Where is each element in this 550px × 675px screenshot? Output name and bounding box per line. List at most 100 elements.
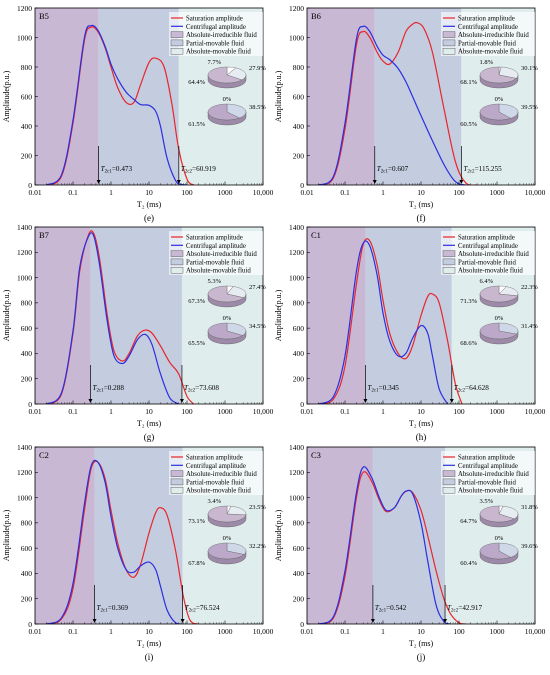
- cutoff-subscript: 2c1: [379, 608, 387, 613]
- x-tick-label: 0.1: [68, 188, 78, 197]
- y-tick-label: 600: [293, 544, 305, 553]
- x-tick-label: 100: [181, 188, 193, 197]
- cutoff-value: =0.369: [108, 604, 129, 612]
- pie-bottom-slice-c: [207, 103, 241, 121]
- x-tick-label: 0.01: [300, 407, 313, 416]
- pie-top-label: 64.4%: [188, 79, 205, 86]
- pie-bottom-label: 38.5%: [249, 104, 266, 111]
- pie-top-label: 31.8%: [521, 504, 538, 511]
- y-tick-label: 0: [300, 181, 304, 190]
- centrifugal-line: [318, 240, 449, 404]
- legend-entry: Absolute-irreducible fluid: [458, 251, 529, 258]
- cutoff-arrowhead-c1: [96, 180, 101, 184]
- legend-swatch-box: [442, 48, 456, 55]
- cutoff-value: =115.255: [475, 165, 503, 173]
- cutoff-arrowhead-c1: [370, 619, 375, 623]
- pie-chart-top: 3.5% 31.8% 64.7%: [460, 498, 538, 528]
- pie-bottom-label: 60.5%: [460, 121, 477, 128]
- legend-swatch-box: [442, 250, 456, 257]
- y-tick-label: 1200: [17, 248, 32, 257]
- pie-top-slice-b: [498, 66, 519, 79]
- panel-letter: (j): [417, 652, 426, 662]
- legend-swatch-box: [170, 267, 184, 274]
- y-tick-label: 800: [293, 299, 305, 308]
- y-tick-label: 0: [28, 181, 32, 190]
- sample-label: B7: [39, 230, 49, 240]
- pie-chart-bottom: 0% 39.5% 60.5%: [460, 96, 538, 128]
- irreducible-zone: [307, 227, 366, 404]
- cutoff-subscript: 2c1: [101, 608, 109, 613]
- x-tick-label: 10: [145, 407, 153, 416]
- pie-top-label: 30.1%: [521, 65, 538, 72]
- legend-swatch-box: [170, 470, 184, 477]
- pie-top-label: 27.9%: [249, 65, 266, 72]
- legend-swatch-box: [442, 39, 456, 47]
- y-tick-label: 600: [293, 324, 305, 333]
- x-tick-label: 100: [181, 407, 193, 416]
- cutoff-symbol: T: [92, 384, 97, 392]
- x-tick-label: 0.01: [28, 188, 41, 197]
- legend-swatch-box: [442, 478, 456, 486]
- y-tick-label: 600: [21, 544, 33, 553]
- pie-bottom-slice-b: [226, 103, 247, 119]
- chart-panel-b5: 0 200 400 600 800 1000 1200 0.01 0.1 1 10 100 1000 10…: [2, 4, 274, 223]
- centrifugal-line: [46, 24, 188, 185]
- panel-letter: (i): [145, 652, 154, 662]
- legend-swatch-box: [442, 31, 456, 38]
- partial-movable-zone: [94, 447, 183, 624]
- pie-bottom-slice-b: [498, 542, 519, 558]
- cutoff-value: =42.917: [458, 604, 482, 612]
- cutoff-arrowhead-c1: [88, 399, 93, 403]
- x-tick-label: 100: [181, 627, 193, 636]
- y-axis-label: Amplitude(p.u.): [274, 509, 283, 561]
- cutoff-label-c1: T2c1=0.542: [375, 604, 407, 614]
- pie-bottom-slice-b: [226, 542, 247, 555]
- y-tick-label: 200: [21, 151, 33, 160]
- y-tick-label: 400: [21, 122, 33, 131]
- cutoff-arrowhead-c1: [363, 399, 368, 403]
- x-tick-label: 1000: [490, 627, 505, 636]
- legend-swatch-box: [442, 470, 456, 477]
- x-tick-label: 1000: [490, 188, 505, 197]
- pie-top-slice-b: [226, 67, 247, 81]
- sample-label: C1: [311, 230, 321, 240]
- y-tick-label: 800: [293, 519, 305, 528]
- x-tick-label: 1000: [490, 407, 505, 416]
- legend-entry: Partial-movable fluid: [186, 40, 245, 47]
- legend-entry: Centrifugal amplitude: [186, 463, 246, 470]
- y-tick-label: 1000: [289, 493, 304, 502]
- pie-chart-top: 7.7% 27.9% 64.4%: [188, 59, 266, 89]
- y-tick-label: 0: [28, 620, 32, 629]
- partial-movable-zone: [365, 227, 452, 404]
- cutoff-subscript: 2c2: [185, 169, 193, 174]
- pie-top-label: 22.3%: [521, 284, 538, 291]
- pie-bottom-slice-c: [207, 542, 245, 560]
- y-tick-label: 1200: [289, 248, 304, 257]
- x-tick-label: 0.1: [68, 627, 78, 636]
- cutoff-label-c1: T2c1=0.369: [97, 604, 129, 614]
- legend-entry: Absolute-irreducible fluid: [186, 251, 257, 258]
- legend-swatch-box: [442, 487, 456, 494]
- x-tick-label: 0.01: [28, 627, 41, 636]
- cutoff-symbol: T: [367, 384, 372, 392]
- pie-top-label: 27.4%: [249, 284, 266, 291]
- legend-box: [441, 231, 535, 275]
- y-tick-label: 1400: [17, 223, 32, 232]
- centrifugal-line: [46, 459, 184, 624]
- irreducible-zone: [35, 447, 95, 624]
- panel-letter: (g): [144, 432, 155, 442]
- cutoff-label-c1: T2c1=0.288: [92, 384, 124, 394]
- legend-entry: Absolute-movable fluid: [458, 49, 523, 56]
- legend-entry: Centrifugal amplitude: [186, 243, 246, 250]
- legend-swatch-box: [170, 39, 184, 47]
- legend-entry: Partial-movable fluid: [458, 479, 517, 486]
- sample-label: B5: [39, 11, 49, 21]
- pie-top-slice-c: [207, 66, 243, 84]
- legend-swatch-box: [170, 258, 184, 266]
- partial-movable-zone: [90, 227, 182, 404]
- y-tick-label: 800: [293, 63, 305, 72]
- pie-top-label: 1.8%: [479, 59, 493, 66]
